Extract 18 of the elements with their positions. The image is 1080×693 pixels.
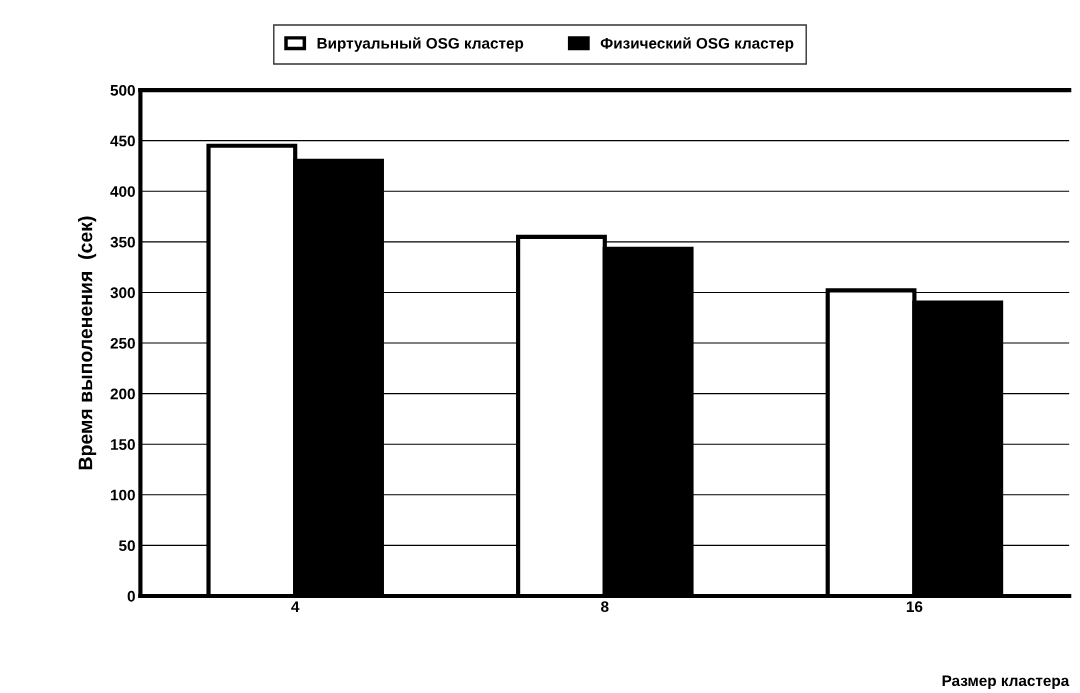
legend-label: Виртуальный OSG кластер <box>317 37 524 52</box>
x-tick-label: 16 <box>906 601 923 613</box>
y-tick-label: 350 <box>110 236 135 248</box>
y-tick-label: 50 <box>119 540 135 552</box>
y-tick-label: 200 <box>110 388 135 400</box>
y-tick-label: 450 <box>110 135 135 147</box>
x-tick-label: 8 <box>601 601 609 613</box>
y-tick-label: 150 <box>111 439 135 450</box>
x-axis-title: Размер кластера <box>942 675 1070 690</box>
y-tick-label: 0 <box>127 590 135 602</box>
x-tick-label: 4 <box>291 601 300 612</box>
y-tick-label: 100 <box>111 489 135 501</box>
y-tick-label: 500 <box>110 84 135 96</box>
y-axis-title: Время выполенения (сек) <box>78 216 97 470</box>
y-tick-label: 300 <box>110 287 135 299</box>
y-tick-label: 250 <box>110 337 135 349</box>
y-tick-label: 400 <box>110 186 135 197</box>
legend-label: Физический OSG кластер <box>600 37 794 52</box>
